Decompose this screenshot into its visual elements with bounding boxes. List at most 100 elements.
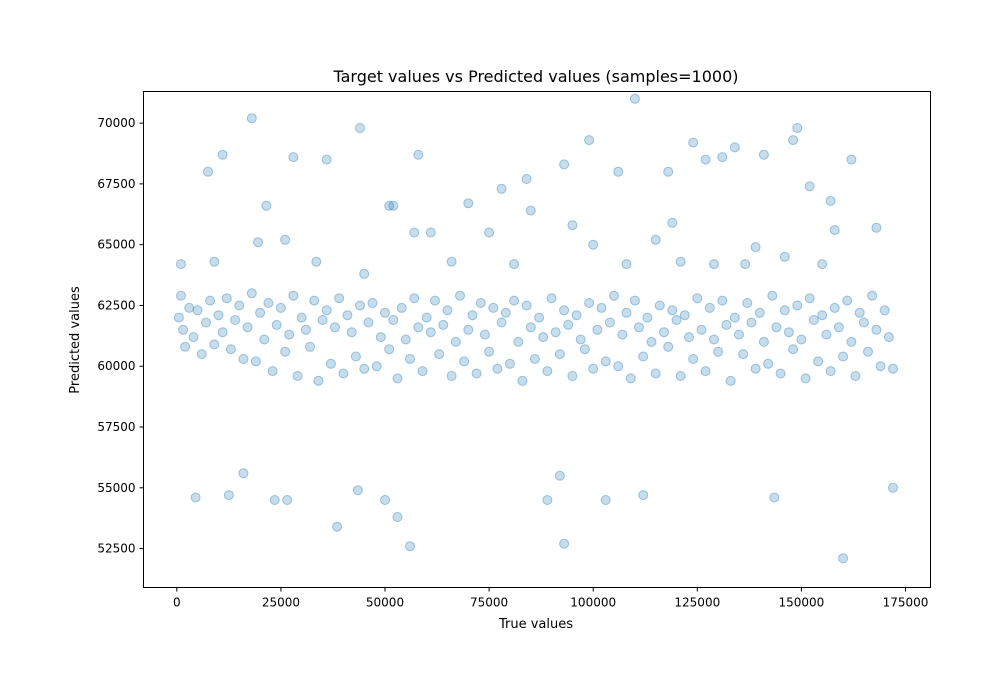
y-tick-label: 67500	[97, 177, 135, 191]
data-point	[838, 351, 849, 362]
data-point	[363, 317, 374, 328]
data-point	[263, 298, 274, 308]
data-point	[209, 256, 220, 267]
data-point	[642, 312, 653, 323]
data-point	[509, 295, 520, 306]
data-point	[359, 363, 370, 374]
data-point	[184, 302, 195, 313]
data-point	[188, 332, 199, 343]
data-point	[521, 174, 532, 184]
data-point	[484, 227, 495, 238]
x-tick-label: 125000	[674, 596, 720, 610]
data-point	[238, 468, 249, 479]
data-point	[300, 324, 311, 335]
data-point	[758, 149, 769, 160]
data-point	[813, 356, 824, 367]
data-point	[488, 302, 499, 313]
data-point	[579, 344, 590, 355]
data-point	[192, 305, 203, 316]
x-tick-label: 100000	[570, 596, 616, 610]
data-point	[888, 363, 898, 374]
data-point	[754, 307, 765, 318]
data-point	[261, 200, 272, 211]
data-point	[875, 361, 886, 372]
data-point	[767, 290, 778, 301]
data-point	[455, 290, 465, 301]
data-point	[213, 310, 224, 321]
data-point	[571, 310, 582, 321]
data-point	[792, 123, 803, 133]
data-point	[750, 242, 761, 253]
chart-title: Target values vs Predicted values (sampl…	[332, 67, 738, 86]
data-point	[521, 300, 532, 311]
data-point	[796, 334, 807, 345]
y-tick-label: 62500	[97, 298, 135, 312]
data-point	[332, 521, 343, 532]
data-point	[825, 366, 836, 377]
data-point	[342, 310, 353, 321]
data-point	[250, 356, 261, 367]
data-point	[675, 371, 686, 381]
data-point	[246, 288, 257, 299]
data-point	[629, 295, 640, 306]
data-point	[509, 259, 520, 270]
data-point	[829, 302, 840, 313]
x-tick-label: 150000	[779, 596, 825, 610]
data-point	[513, 336, 524, 347]
data-point	[775, 368, 786, 379]
data-point	[288, 290, 299, 301]
x-tick-label: 75000	[470, 596, 508, 610]
x-tick-label: 175000	[883, 596, 929, 610]
data-point	[738, 349, 749, 360]
data-point	[638, 490, 649, 501]
data-point	[405, 354, 415, 364]
data-point	[405, 541, 415, 552]
data-point	[500, 307, 511, 318]
data-point	[471, 368, 482, 379]
data-point	[280, 234, 291, 245]
data-point	[267, 366, 278, 377]
data-point	[554, 470, 565, 481]
data-point	[721, 319, 732, 330]
data-point	[205, 295, 216, 306]
data-point	[371, 361, 382, 372]
data-point	[725, 375, 736, 386]
data-point	[671, 315, 682, 325]
data-point	[196, 349, 207, 360]
data-point	[717, 152, 728, 163]
data-point	[417, 366, 428, 377]
data-point	[234, 300, 245, 311]
data-point	[388, 315, 399, 325]
data-point	[176, 290, 186, 301]
data-point	[613, 361, 624, 372]
data-point	[446, 371, 457, 381]
data-point	[201, 317, 211, 328]
data-point	[567, 220, 578, 231]
data-point	[783, 327, 794, 338]
plot-frame	[143, 91, 931, 588]
data-point	[817, 310, 828, 321]
data-point	[692, 293, 703, 304]
data-point	[617, 329, 628, 340]
data-point	[846, 154, 857, 165]
data-point	[280, 346, 291, 357]
data-point	[438, 319, 449, 330]
data-point	[804, 293, 815, 304]
data-point	[696, 324, 707, 335]
data-point	[463, 198, 474, 209]
data-point	[442, 305, 453, 316]
y-tick-label: 52500	[97, 542, 135, 556]
data-point	[190, 492, 201, 503]
x-tick-label: 50000	[366, 596, 404, 610]
data-point	[259, 334, 270, 345]
data-point	[559, 305, 570, 316]
data-point	[425, 227, 436, 238]
data-point	[269, 495, 280, 505]
data-point	[550, 327, 561, 338]
data-point	[779, 305, 790, 316]
data-point	[217, 327, 228, 338]
data-point	[817, 259, 828, 270]
data-point	[675, 256, 686, 267]
x-axis: 0 25000 50000 75000 100000 125000 150000 175000	[173, 587, 929, 610]
data-point	[355, 123, 365, 133]
